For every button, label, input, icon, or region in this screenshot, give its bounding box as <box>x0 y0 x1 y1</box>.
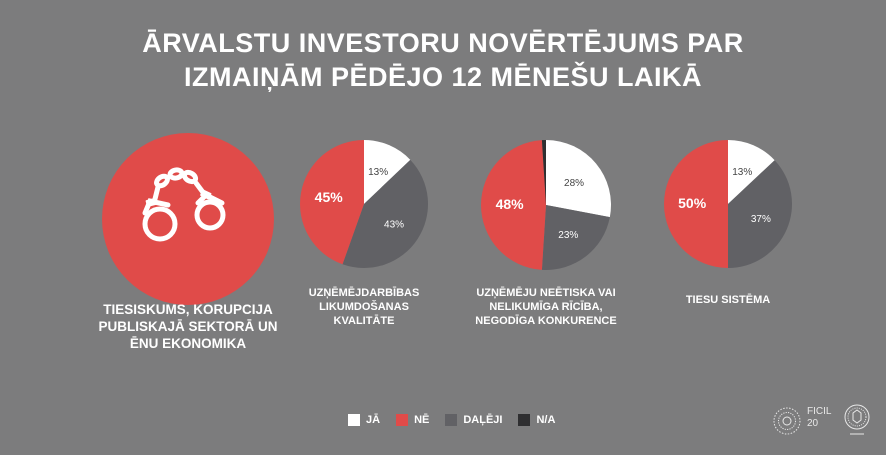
pie-data-label: 37% <box>751 214 771 225</box>
pie-slice-ja <box>364 140 411 204</box>
pie-label-line: LIKUMDOŠANAS <box>319 301 409 313</box>
ficil-logo-line: FICIL <box>807 406 832 417</box>
legend-swatch-na <box>518 414 531 426</box>
pie-label-line: TIESU SISTĒMA <box>685 294 771 306</box>
theme-label-line: PUBLISKAJĀ SEKTORĀ UN <box>98 319 278 334</box>
pie-label-line: NEGODĪGA KONKURENCE <box>475 315 617 327</box>
pie-label-line: NELIKUMĪGA RĪCĪBA, <box>489 301 603 313</box>
legend-item-daleji: DAĻĒJI <box>445 414 502 426</box>
pie-label-unethical-conduct: UZŅĒMĒJU NEĒTISKA VAI NELIKUMĪGA RĪCĪBA,… <box>446 286 646 328</box>
ficil-logo-icon <box>773 407 801 435</box>
ficil-logo-text: FICIL 20 <box>807 406 831 430</box>
title-line-2: IZMAIŅĀM PĒDĒJO 12 MĒNEŠU LAIKĀ <box>183 62 703 92</box>
pie-slice-na <box>541 140 546 205</box>
pie-slice-ne <box>481 140 546 270</box>
pie-slice-ne <box>300 140 364 265</box>
legend-item-ja: JĀ <box>348 414 380 426</box>
pie-label-line: UZŅĒMĒJU NEĒTISKA VAI <box>476 287 616 299</box>
pie-data-label: 50% <box>678 195 707 211</box>
pie-data-label: 13% <box>368 167 388 178</box>
legend-label: N/A <box>536 414 556 426</box>
pie-slice-daleji <box>342 159 428 268</box>
legend-label: NĒ <box>414 414 430 426</box>
legend: JĀ NĒ DAĻĒJI N/A <box>348 412 555 428</box>
pie-slice-daleji <box>541 205 610 270</box>
pie-data-label: 48% <box>496 196 525 212</box>
legend-item-ne: NĒ <box>396 414 429 426</box>
theme-label: TIESISKUMS, KORUPCIJA PUBLISKAJĀ SEKTORĀ… <box>60 301 316 352</box>
legend-swatch-daleji <box>445 414 458 426</box>
pie-label-court-system: TIESU SISTĒMA <box>628 293 828 307</box>
legend-label: DAĻĒJI <box>463 414 503 426</box>
pie-data-label: 23% <box>558 230 578 241</box>
pie-slice-ne <box>664 140 728 268</box>
pie-label-line: UZŅĒMĒJDARBĪBAS <box>308 287 420 299</box>
legend-label: JĀ <box>366 414 381 426</box>
pie-chart-legislation: 13% 43% 45% <box>300 140 428 268</box>
ficil-logo-line: 20 <box>807 418 819 429</box>
seal-logo-icon <box>844 404 870 435</box>
legend-swatch-ne <box>396 414 409 426</box>
pie-data-label: 13% <box>732 167 752 178</box>
pie-data-label: 28% <box>564 178 584 189</box>
pie-chart-court-system: 13% 37% 50% <box>664 140 792 268</box>
pie-label-line: KVALITĀTE <box>333 315 395 327</box>
pie-data-label: 43% <box>384 220 404 231</box>
title-line-1: ĀRVALSTU INVESTORU NOVĒRTĒJUMS PAR <box>142 28 744 58</box>
pie-slice-ja <box>728 140 775 204</box>
theme-label-line: ĒNU EKONOMIKA <box>129 336 247 351</box>
theme-circle <box>102 133 274 305</box>
pie-data-label: 45% <box>315 189 344 205</box>
pie-chart-unethical-conduct: 28% 23% 48% <box>481 140 611 270</box>
theme-label-line: TIESISKUMS, KORUPCIJA <box>103 302 273 317</box>
page-title: ĀRVALSTU INVESTORU NOVĒRTĒJUMS PAR IZMAI… <box>0 26 886 94</box>
handcuffs-icon <box>142 167 226 242</box>
pie-label-legislation: UZŅĒMĒJDARBĪBAS LIKUMDOŠANAS KVALITĀTE <box>264 286 464 328</box>
pie-slice-ja <box>546 140 611 218</box>
pie-slice-daleji <box>728 160 792 268</box>
legend-swatch-ja <box>348 414 360 426</box>
legend-item-na: N/A <box>518 414 555 426</box>
